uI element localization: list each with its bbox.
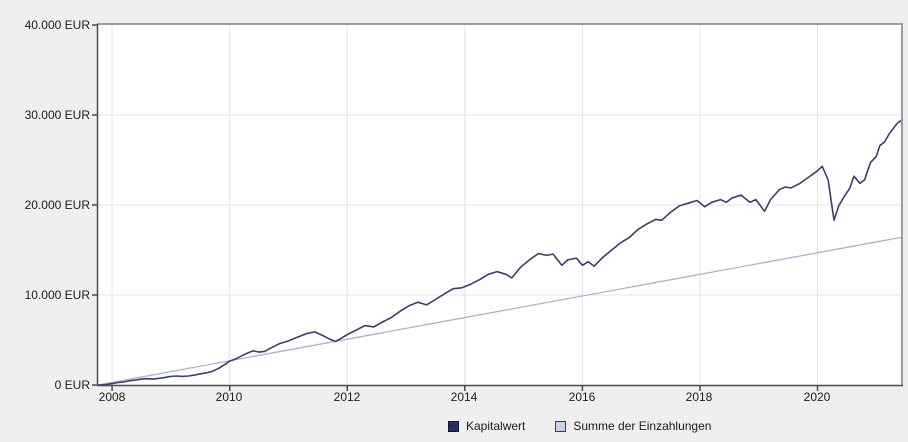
x-axis-label-2020: 2020 [803, 390, 831, 404]
y-axis-label-20000: 20.000 EUR [24, 198, 90, 212]
y-axis-label-0: 0 EUR [54, 378, 90, 392]
x-axis-label-2012: 2012 [333, 390, 361, 404]
y-axis-label-30000: 30.000 EUR [24, 108, 90, 122]
x-axis-label-2018: 2018 [685, 390, 713, 404]
x-axis-label-2010: 2010 [215, 390, 243, 404]
legend-swatch-einzahlungen-icon [555, 420, 567, 432]
legend-label-kapitalwert: Kapitalwert [466, 419, 526, 433]
x-axis-label-2008: 2008 [98, 390, 126, 404]
x-axis-label-2014: 2014 [450, 390, 478, 404]
y-axis-label-10000: 10.000 EUR [24, 288, 90, 302]
legend-item-kapitalwert: Kapitalwert [448, 419, 525, 433]
chart-legend: Kapitalwert Summe der Einzahlungen [448, 419, 711, 433]
legend-swatch-kapitalwert-icon [448, 420, 459, 432]
y-axis-label-40000: 40.000 EUR [24, 18, 90, 32]
legend-label-einzahlungen: Summe der Einzahlungen [573, 419, 712, 433]
x-axis-label-2016: 2016 [568, 390, 596, 404]
legend-item-einzahlungen: Summe der Einzahlungen [555, 419, 711, 433]
